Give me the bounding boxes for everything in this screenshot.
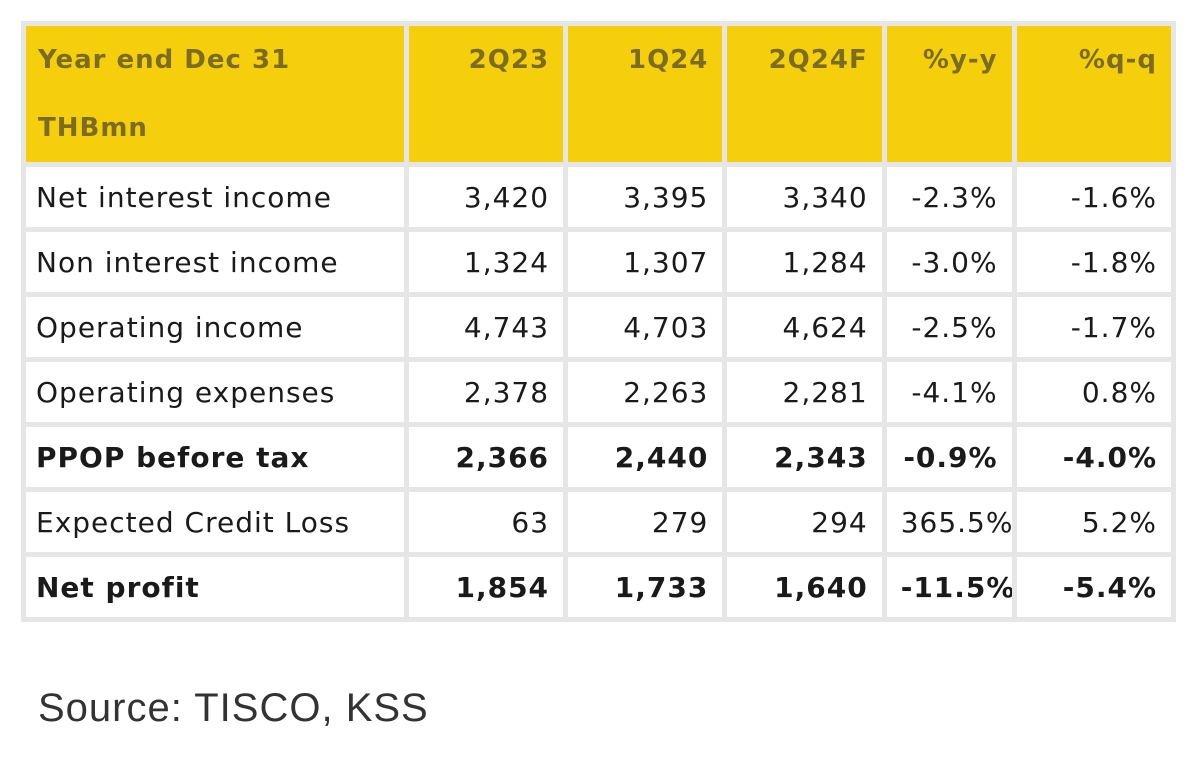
table-row: PPOP before tax 2,366 2,440 2,343 -0.9% … xyxy=(26,427,1171,487)
cell-value: -2.3% xyxy=(886,167,1012,227)
header-col-2q24f: 2Q24F xyxy=(727,26,882,162)
row-label: Net profit xyxy=(26,557,404,617)
table-row: Net interest income 3,420 3,395 3,340 -2… xyxy=(26,167,1171,227)
cell-value: 4,624 xyxy=(727,297,882,357)
cell-value: 2,263 xyxy=(568,362,723,422)
cell-value: 0.8% xyxy=(1016,362,1171,422)
forecast-table: Year end Dec 31 THBmn 2Q23 1Q24 2Q24F %y… xyxy=(21,21,1176,622)
cell-value: -5.4% xyxy=(1016,557,1171,617)
cell-value: 1,324 xyxy=(408,232,564,292)
source-note: Source: TISCO, KSS xyxy=(38,686,429,730)
cell-value: 294 xyxy=(727,492,882,552)
cell-value: 279 xyxy=(568,492,723,552)
cell-value: 2,281 xyxy=(727,362,882,422)
cell-value: -1.8% xyxy=(1016,232,1171,292)
cell-value: 5.2% xyxy=(1016,492,1171,552)
header-unit: THBmn xyxy=(38,113,148,143)
row-label: Operating expenses xyxy=(26,362,404,422)
table-row: Net profit 1,854 1,733 1,640 -11.5% -5.4… xyxy=(26,557,1171,617)
cell-value: 3,420 xyxy=(408,167,564,227)
cell-value: 365.5% xyxy=(886,492,1012,552)
header-col-yy: %y-y xyxy=(886,26,1012,162)
financial-table: Year end Dec 31 THBmn 2Q23 1Q24 2Q24F %y… xyxy=(21,21,1176,622)
cell-value: -1.6% xyxy=(1016,167,1171,227)
row-label: PPOP before tax xyxy=(26,427,404,487)
header-year-end: Year end Dec 31 xyxy=(38,45,291,75)
cell-value: 63 xyxy=(408,492,564,552)
cell-value: 2,366 xyxy=(408,427,564,487)
row-label: Net interest income xyxy=(26,167,404,227)
cell-value: -2.5% xyxy=(886,297,1012,357)
cell-value: 1,284 xyxy=(727,232,882,292)
cell-value: -0.9% xyxy=(886,427,1012,487)
row-label: Expected Credit Loss xyxy=(26,492,404,552)
header-col-2q23: 2Q23 xyxy=(408,26,564,162)
row-label: Non interest income xyxy=(26,232,404,292)
header-label-cell: Year end Dec 31 THBmn xyxy=(26,26,404,162)
cell-value: 1,640 xyxy=(727,557,882,617)
table-row: Operating income 4,743 4,703 4,624 -2.5%… xyxy=(26,297,1171,357)
cell-value: -1.7% xyxy=(1016,297,1171,357)
cell-value: 3,395 xyxy=(568,167,723,227)
cell-value: 2,378 xyxy=(408,362,564,422)
cell-value: 3,340 xyxy=(727,167,882,227)
cell-value: 1,733 xyxy=(568,557,723,617)
cell-value: -4.0% xyxy=(1016,427,1171,487)
cell-value: 4,703 xyxy=(568,297,723,357)
cell-value: 4,743 xyxy=(408,297,564,357)
cell-value: 1,854 xyxy=(408,557,564,617)
cell-value: 2,343 xyxy=(727,427,882,487)
cell-value: -11.5% xyxy=(886,557,1012,617)
cell-value: 1,307 xyxy=(568,232,723,292)
header-col-qq: %q-q xyxy=(1016,26,1171,162)
cell-value: 2,440 xyxy=(568,427,723,487)
table-row: Expected Credit Loss 63 279 294 365.5% 5… xyxy=(26,492,1171,552)
table-row: Operating expenses 2,378 2,263 2,281 -4.… xyxy=(26,362,1171,422)
row-label: Operating income xyxy=(26,297,404,357)
table-header-row: Year end Dec 31 THBmn 2Q23 1Q24 2Q24F %y… xyxy=(26,26,1171,162)
cell-value: -4.1% xyxy=(886,362,1012,422)
table-row: Non interest income 1,324 1,307 1,284 -3… xyxy=(26,232,1171,292)
header-col-1q24: 1Q24 xyxy=(568,26,723,162)
cell-value: -3.0% xyxy=(886,232,1012,292)
